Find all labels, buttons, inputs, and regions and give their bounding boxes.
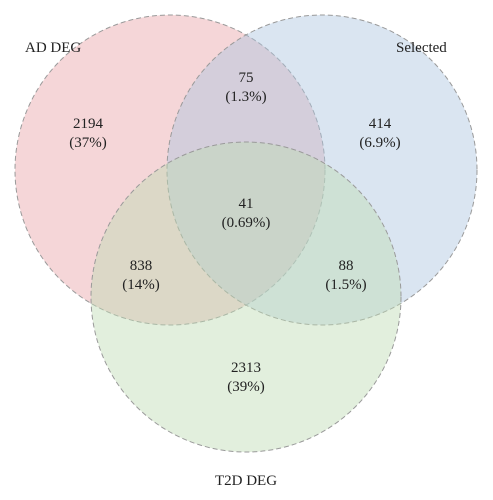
ad-only-percent: (37%)	[69, 135, 107, 151]
ad-deg-circle	[14, 14, 326, 326]
t2d-only-percent: (39%)	[227, 379, 265, 395]
selected-circle	[166, 14, 478, 326]
ad-selected-percent: (1.3%)	[225, 89, 266, 105]
selected-only-percent: (6.9%)	[359, 135, 400, 151]
ad-t2d-count: 838	[130, 258, 153, 274]
selected-t2d-count: 88	[339, 258, 354, 274]
all-three-count: 41	[239, 196, 254, 212]
t2d-deg-circle	[90, 141, 402, 453]
ad-t2d-percent: (14%)	[122, 277, 160, 293]
ad-only-count: 2194	[73, 116, 104, 132]
all-three-percent: (0.69%)	[222, 215, 271, 231]
selected-t2d-percent: (1.5%)	[325, 277, 366, 293]
t2d-only-count: 2313	[231, 360, 261, 376]
ad-deg-label: AD DEG	[25, 40, 81, 56]
selected-only-count: 414	[369, 116, 392, 132]
selected-label: Selected	[396, 40, 447, 56]
ad-selected-count: 75	[239, 70, 254, 86]
t2d-deg-label: T2D DEG	[215, 473, 277, 489]
